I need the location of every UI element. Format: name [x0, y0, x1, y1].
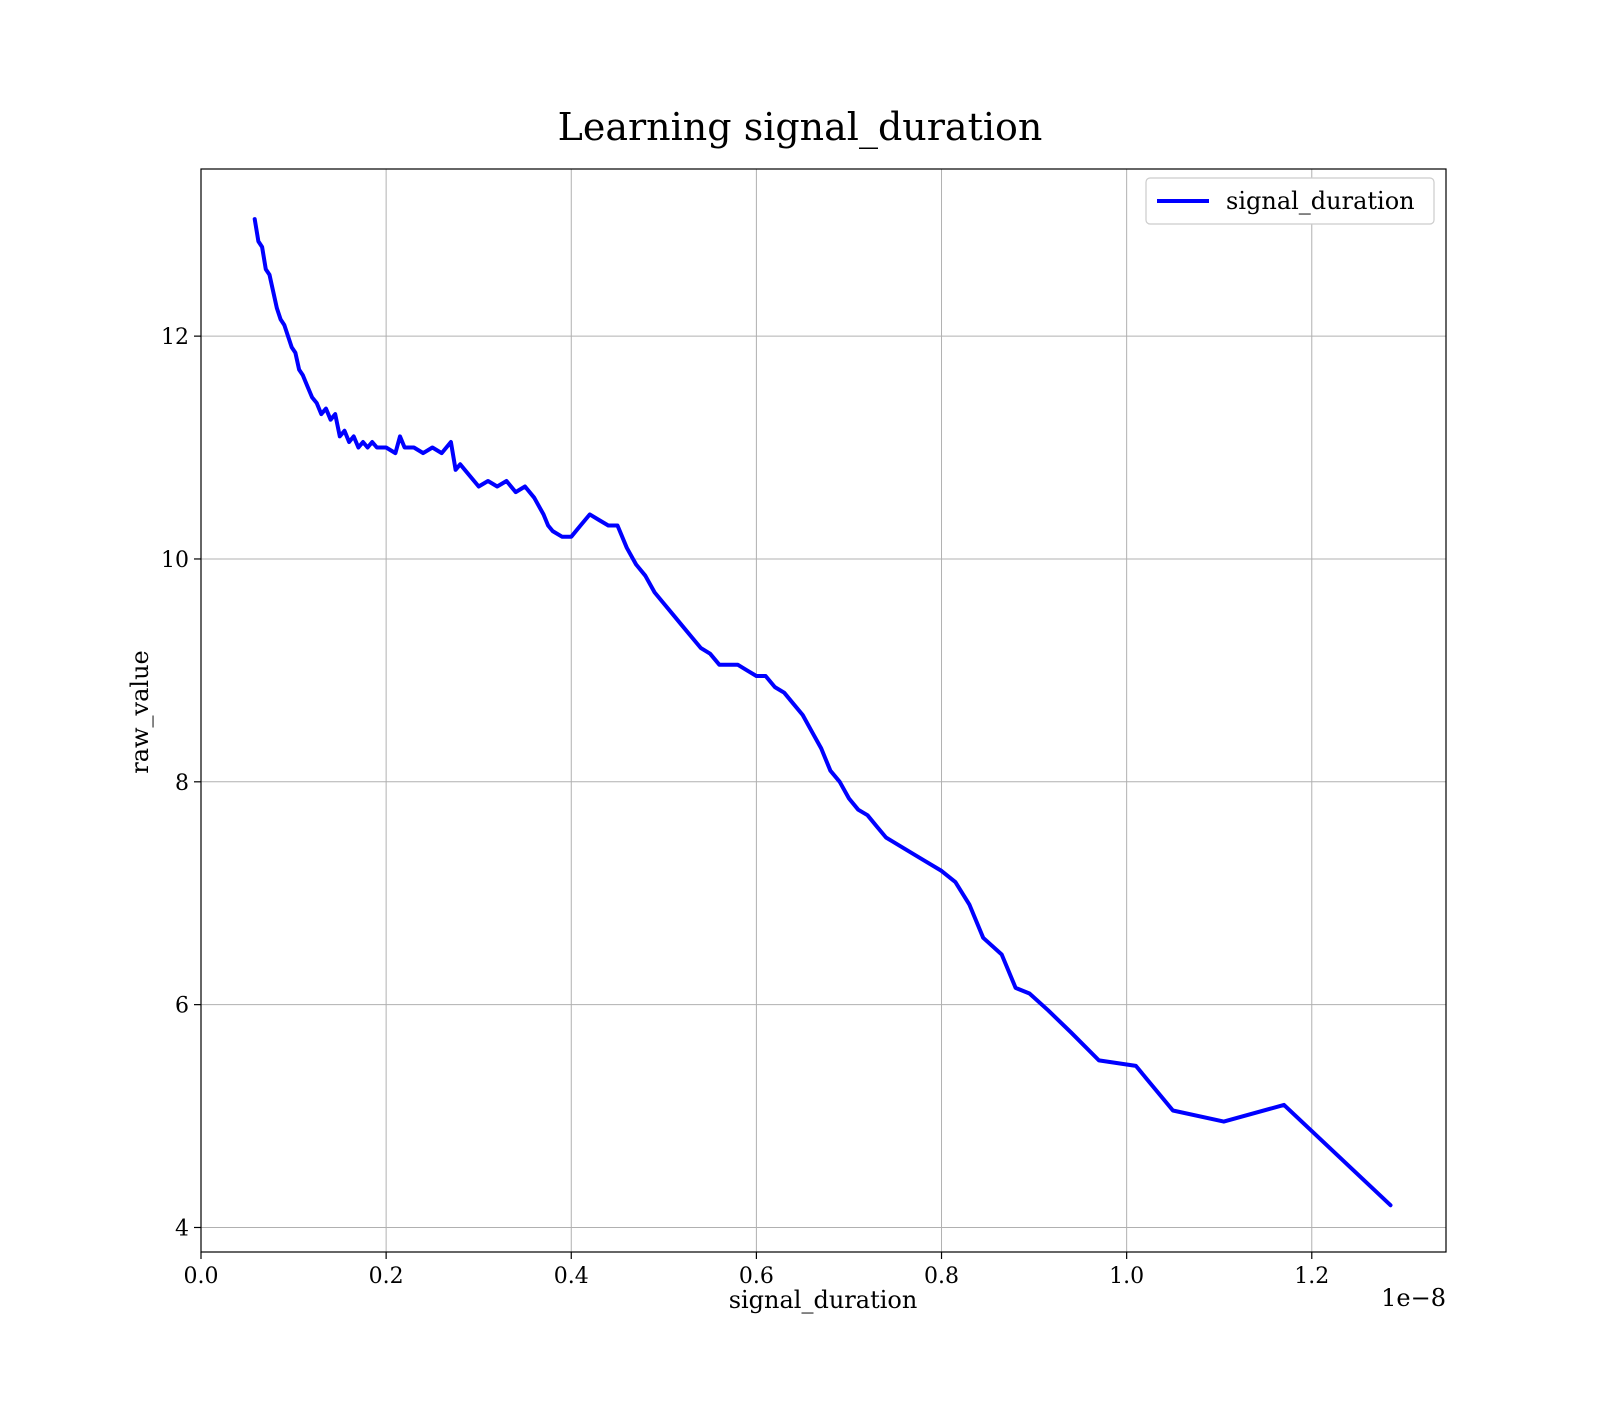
x-axis-offset-label: 1e−8: [1381, 1284, 1446, 1312]
legend: signal_duration: [1145, 177, 1435, 225]
x-axis-label: signal_duration: [729, 1286, 918, 1314]
x-tick-label: 0.4: [554, 1264, 589, 1289]
x-tick-label: 0.6: [739, 1264, 774, 1289]
x-tick-label: 0.0: [184, 1264, 219, 1289]
x-tick-label: 0.8: [924, 1264, 959, 1289]
series-line-signal-duration: [252, 217, 1393, 1208]
y-tick-label: 6: [175, 994, 189, 1019]
y-tick-label: 12: [161, 325, 189, 350]
x-tick-label: 1.0: [1109, 1264, 1144, 1289]
grid-lines: [200, 169, 1446, 1252]
y-tick-label: 4: [175, 1216, 189, 1241]
y-tick-label: 10: [161, 548, 189, 573]
y-axis: 4 6 8 10 12: [161, 325, 201, 1241]
y-tick-label: 8: [175, 771, 189, 796]
y-axis-label: raw_value: [126, 650, 154, 774]
series-layer: [252, 217, 1393, 1208]
legend-box: [1145, 177, 1435, 225]
x-axis: 0.0 0.2 0.4 0.6 0.8 1.0 1.2: [184, 1252, 1329, 1289]
x-tick-label: 1.2: [1294, 1264, 1329, 1289]
chart-title: Learning signal_duration: [558, 105, 1043, 150]
legend-label-signal-duration: signal_duration: [1226, 187, 1415, 215]
plot-area-frame: [200, 168, 1447, 1253]
x-tick-label: 0.2: [369, 1264, 404, 1289]
